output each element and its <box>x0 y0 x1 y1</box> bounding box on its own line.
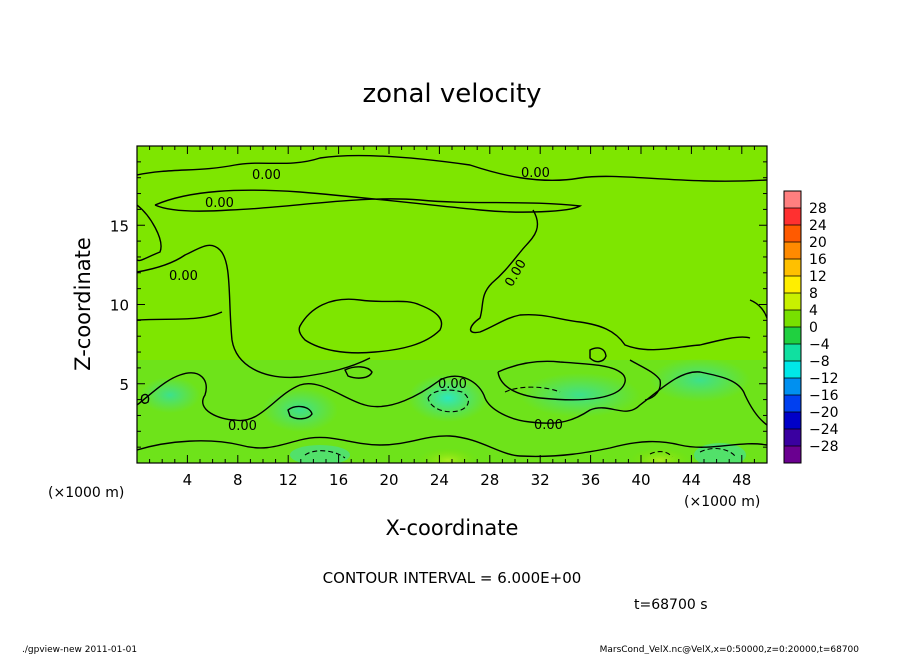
x-tick-label: 16 <box>329 471 348 489</box>
colorbar-segment <box>784 395 801 412</box>
contour-label: 0.00 <box>169 269 198 284</box>
y-tick-label: 15 <box>110 217 129 235</box>
time-label: t=68700 s <box>634 597 708 613</box>
colorbar-segment <box>784 208 801 225</box>
colorbar-segment <box>784 378 801 395</box>
x-tick-label: 32 <box>531 471 550 489</box>
x-tick-label: 8 <box>233 471 243 489</box>
colorbar-label: −28 <box>809 439 839 455</box>
colorbar-label: 24 <box>809 218 827 234</box>
colorbar-label: −24 <box>809 422 839 438</box>
colorbar-segment <box>784 293 801 310</box>
colorbar-segment <box>784 276 801 293</box>
contour-label: 0.00 <box>252 168 281 183</box>
colorbar-segment <box>784 225 801 242</box>
contour-label: 0.00 <box>228 419 257 434</box>
x-axis-label: X-coordinate <box>386 516 519 540</box>
colorbar-label: 0 <box>809 320 818 336</box>
footer-left: ./gpview-new 2011-01-01 <box>22 645 137 654</box>
colorbar-segment <box>784 259 801 276</box>
colorbar-label: 12 <box>809 269 827 285</box>
x-tick-label: 20 <box>379 471 398 489</box>
x-units-right: (×1000 m) <box>684 494 760 510</box>
field-cell-neg-13b <box>290 445 350 465</box>
x-units-left: (×1000 m) <box>48 485 124 501</box>
colorbar-segment <box>784 310 801 327</box>
colorbar-segment <box>784 429 801 446</box>
footer-right: MarsCond_VelX.nc@VelX,x=0:50000,z=0:2000… <box>600 645 860 654</box>
field-cell-neg-44 <box>650 358 750 402</box>
colorbar-label: 28 <box>809 201 827 217</box>
y-tick-label: 5 <box>119 376 129 394</box>
colorbar-label: −8 <box>809 354 830 370</box>
colorbar-segment <box>784 446 801 463</box>
contour-label: 0.00 <box>438 377 467 392</box>
field-cell-neg-13 <box>262 388 338 432</box>
colorbar-label: 16 <box>809 252 827 268</box>
x-tick-label: 4 <box>183 471 193 489</box>
colorbar-label: −12 <box>809 371 839 387</box>
x-tick-label: 36 <box>581 471 600 489</box>
colorbar-label: 4 <box>809 303 818 319</box>
contour-interval-text: CONTOUR INTERVAL = 6.000E+00 <box>323 569 582 587</box>
colorbar-segment <box>784 344 801 361</box>
y-tick-label: 10 <box>110 297 129 315</box>
colorbar-label: −16 <box>809 388 839 404</box>
x-tick-label: 48 <box>732 471 751 489</box>
contour-label: 0.00 <box>534 418 563 433</box>
x-tick-label: 12 <box>279 471 298 489</box>
colorbar-segment <box>784 412 801 429</box>
contour-label: 0.00 <box>205 196 234 211</box>
colorbar-label: 20 <box>809 235 827 251</box>
colorbar-segment <box>784 191 801 208</box>
x-tick-label: 24 <box>430 471 449 489</box>
contour-label: 0.00 <box>521 166 550 181</box>
x-tick-label: 28 <box>480 471 499 489</box>
colorbar-label: 8 <box>809 286 818 302</box>
x-tick-label: 44 <box>682 471 701 489</box>
plot-area: 0.00 0.00 0.00 0.00 0.00 0.00 0.00 0.00 <box>137 146 767 472</box>
chart-title: zonal velocity <box>362 79 541 109</box>
x-tick-label: 40 <box>631 471 650 489</box>
y-axis-label: Z-coordinate <box>71 237 95 371</box>
colorbar-segment <box>784 327 801 344</box>
colorbar-segment <box>784 242 801 259</box>
colorbar-label: −20 <box>809 405 839 421</box>
colorbar-label: −4 <box>809 337 830 353</box>
colorbar-segment <box>784 361 801 378</box>
